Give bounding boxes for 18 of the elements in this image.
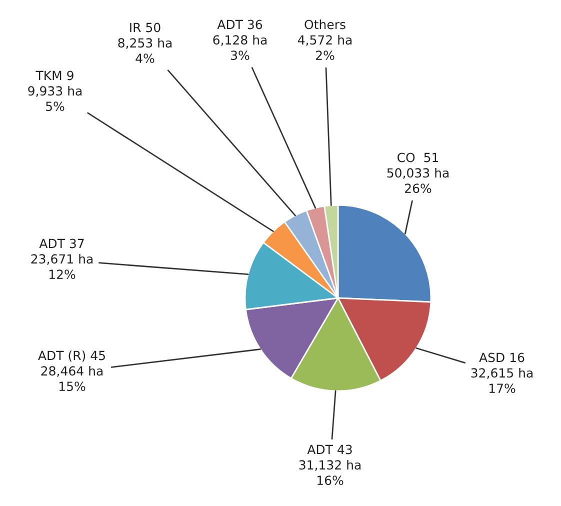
- data-label: 31,132 ha 16%: [299, 460, 361, 486]
- slice-label: IR 50: [130, 22, 160, 32]
- data-label: 50,033 ha 26%: [387, 168, 449, 194]
- data-label: 4,572 ha 2%: [298, 34, 352, 60]
- slice-label: Others: [304, 20, 346, 30]
- slice-label: CO 51: [397, 152, 438, 162]
- slice-label: ADT 43: [307, 444, 352, 454]
- data-label: 23,671 ha 12%: [31, 254, 93, 280]
- data-label: 8,253 ha 4%: [118, 38, 172, 64]
- slice-label: ASD 16: [479, 352, 524, 362]
- slice-label: TKM 9: [36, 70, 74, 80]
- slice-label: ADT 37: [39, 238, 84, 248]
- data-label: 9,933 ha 5%: [28, 86, 82, 112]
- data-label: 28,464 ha 15%: [41, 366, 103, 392]
- slice-label: ADT 36: [217, 20, 262, 30]
- slice-label: ADT (R) 45: [38, 350, 105, 362]
- data-label: 32,615 ha 17%: [471, 368, 533, 394]
- data-label: 6,128 ha 3%: [213, 34, 267, 60]
